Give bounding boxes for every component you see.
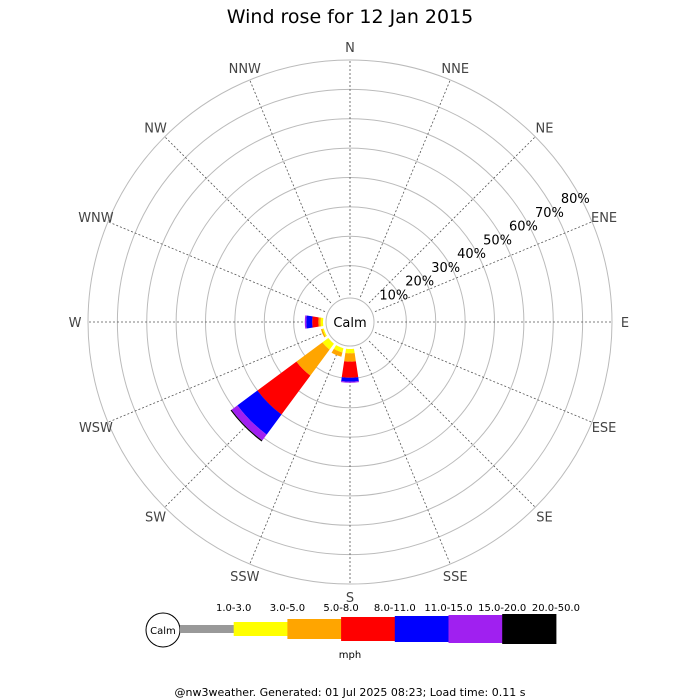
- spoke-ene: [374, 221, 593, 313]
- bar-ssw-3.0-5.0: [333, 345, 344, 353]
- spoke-wnw: [107, 221, 326, 313]
- radial-tick-label: 20%: [405, 275, 434, 290]
- bar-ssw-5.0-8.0: [331, 348, 343, 357]
- bar-wsw-3.0-5.0: [322, 328, 327, 337]
- bar-sw-15.0-20.0: [231, 405, 267, 441]
- footer-text: @nw3weather. Generated: 01 Jul 2025 08:2…: [174, 686, 526, 699]
- direction-label-ssw: SSW: [230, 570, 260, 585]
- legend-label-3.0-5.0: 3.0-5.0: [270, 603, 305, 614]
- grid-circle: [175, 147, 525, 497]
- bar-s-11.0-15.0: [341, 377, 359, 382]
- wind-bars: [230, 315, 359, 442]
- bar-sw-5.0-8.0: [296, 342, 330, 376]
- bar-sw-11.0-15.0: [237, 390, 282, 435]
- spoke-se: [368, 340, 536, 508]
- bar-w-11.0-15.0: [306, 315, 313, 329]
- direction-label-nw: NW: [144, 122, 167, 137]
- direction-label-sse: SSE: [443, 570, 468, 585]
- direction-label-ne: NE: [535, 122, 553, 137]
- radial-tick-label: 30%: [431, 261, 460, 276]
- direction-spokes: [88, 60, 612, 584]
- speed-legend: Calm 1.0-3.0 3.0-5.0 5.0-8.0 8.0-11.0 11.0-15…: [145, 603, 580, 661]
- grid-circle: [87, 59, 613, 585]
- spoke-wsw: [107, 331, 326, 423]
- direction-label-wnw: WNW: [78, 211, 114, 226]
- radial-tick-label: 10%: [379, 289, 408, 304]
- legend-unit-label: mph: [339, 650, 361, 661]
- direction-label-wsw: WSW: [79, 421, 113, 436]
- spoke-nne: [359, 79, 451, 298]
- spoke-ese: [374, 331, 593, 423]
- direction-label-w: W: [69, 316, 82, 331]
- spoke-ne: [368, 136, 536, 304]
- bar-s-3.0-5.0: [345, 348, 355, 354]
- bar-s-5.0-8.0: [344, 353, 356, 362]
- spoke-ssw: [249, 346, 341, 565]
- radial-tick-label: 60%: [509, 220, 538, 235]
- spoke-nw: [164, 136, 332, 304]
- radial-tick-labels: 10%20%30%40%50%60%70%80%: [379, 192, 589, 304]
- calm-label: Calm: [333, 316, 366, 331]
- bar-w-15.0-20.0: [304, 315, 307, 329]
- legend-label-5.0-8.0: 5.0-8.0: [323, 603, 358, 614]
- legend-label-1.0-3.0: 1.0-3.0: [216, 603, 251, 614]
- direction-label-nne: NNE: [441, 62, 469, 77]
- direction-label-ene: ENE: [591, 211, 617, 226]
- bar-wsw-5.0-8.0: [320, 328, 326, 338]
- spoke-nnw: [249, 79, 341, 298]
- bar-sw-3.0-5.0: [322, 338, 334, 350]
- legend-swatch-3.0-5.0: [233, 622, 288, 636]
- radial-tick-label: 70%: [535, 206, 564, 221]
- bar-sw-8.0-11.0: [257, 361, 311, 415]
- radial-tick-label: 50%: [483, 233, 512, 248]
- legend-swatch-8.0-11.0: [341, 617, 396, 641]
- legend-label-8.0-11.0: 8.0-11.0: [374, 603, 416, 614]
- radial-tick-label: 80%: [561, 192, 590, 207]
- direction-label-n: N: [345, 41, 355, 56]
- legend-swatch-20.0-50.0: [502, 614, 557, 644]
- bar-sw-20.0-50.0: [230, 409, 263, 442]
- chart-title: Wind rose for 12 Jan 2015: [226, 6, 474, 28]
- direction-labels: N NNE NE ENE E ESE SE SSE S SSW SW WSW W WNW NW NNW: [69, 41, 630, 606]
- direction-label-sw: SW: [145, 510, 166, 525]
- bar-w-8.0-11.0: [312, 316, 319, 328]
- bar-w-3.0-5.0: [320, 317, 324, 327]
- grid-circle: [263, 235, 437, 409]
- legend-label-15.0-20.0: 15.0-20.0: [478, 603, 526, 614]
- spoke-sse: [359, 346, 451, 565]
- radial-tick-label: 40%: [457, 247, 486, 262]
- legend-swatch-15.0-20.0: [448, 615, 503, 643]
- direction-label-se: SE: [536, 510, 552, 525]
- direction-label-nnw: NNW: [229, 62, 261, 77]
- legend-label-11.0-15.0: 11.0-15.0: [424, 603, 472, 614]
- bar-s-15.0-20.0: [341, 380, 359, 383]
- calm-center: Calm: [325, 297, 375, 347]
- bar-s-8.0-11.0: [341, 361, 359, 378]
- direction-label-e: E: [621, 316, 629, 331]
- direction-label-ese: ESE: [592, 421, 617, 436]
- legend-calm-label: Calm: [150, 626, 176, 637]
- legend-swatch-1.0-3.0: [180, 625, 235, 633]
- calm-circle: [325, 297, 375, 347]
- legend-swatch-5.0-8.0: [287, 619, 342, 639]
- bar-w-5.0-8.0: [318, 317, 321, 327]
- direction-label-s: S: [346, 591, 354, 606]
- legend-label-20.0-50.0: 20.0-50.0: [532, 603, 580, 614]
- legend-swatch-11.0-15.0: [394, 616, 449, 642]
